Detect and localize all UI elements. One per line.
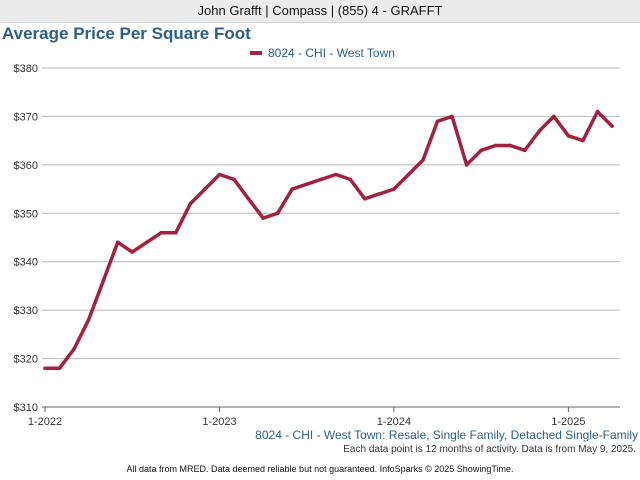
y-tick-label: $320 xyxy=(14,354,38,366)
y-tick-label: $370 xyxy=(14,111,38,123)
data-point xyxy=(86,318,91,322)
data-point xyxy=(348,177,353,182)
data-point xyxy=(304,182,309,187)
data-point xyxy=(464,163,469,167)
data-point xyxy=(566,134,571,138)
legend-label: 8024 - CHI - West Town xyxy=(268,46,395,60)
data-point xyxy=(435,119,440,124)
data-point xyxy=(392,187,396,191)
y-tick-label: $350 xyxy=(14,208,38,220)
y-tick-label: $330 xyxy=(14,305,38,317)
y-tick-label: $380 xyxy=(14,63,38,75)
data-point xyxy=(115,240,120,245)
data-point xyxy=(144,240,149,245)
legend-swatch xyxy=(250,51,262,55)
data-point xyxy=(552,114,556,119)
data-point xyxy=(57,366,62,371)
data-point xyxy=(188,201,193,206)
data-note: Each data point is 12 months of activity… xyxy=(343,444,636,455)
data-point xyxy=(232,177,236,182)
data-point xyxy=(479,148,483,153)
data-point xyxy=(421,158,425,162)
data-point xyxy=(290,187,294,191)
data-point xyxy=(450,114,454,119)
y-tick-label: $310 xyxy=(14,402,38,414)
data-point xyxy=(522,148,527,153)
data-point xyxy=(130,250,135,254)
data-point xyxy=(537,129,542,133)
data-point xyxy=(101,279,105,283)
x-tick-label: 1-2024 xyxy=(377,416,411,428)
data-point xyxy=(363,196,367,201)
footer-disclaimer: All data from MRED. Data deemed reliable… xyxy=(126,464,514,474)
data-point xyxy=(595,109,600,114)
data-point xyxy=(319,177,324,182)
data-point xyxy=(261,216,265,220)
x-tick-label: 1-2025 xyxy=(551,416,585,428)
y-tick-label: $340 xyxy=(14,257,38,269)
data-point xyxy=(406,172,411,177)
series-line xyxy=(43,109,614,371)
data-point xyxy=(581,138,585,143)
data-point xyxy=(508,143,513,148)
data-point xyxy=(217,172,222,177)
data-point xyxy=(43,366,47,371)
y-tick-label: $360 xyxy=(14,160,38,172)
data-point xyxy=(333,172,338,177)
data-point xyxy=(246,196,251,201)
legend: 8024 - CHI - West Town xyxy=(250,46,395,60)
x-tick-label: 1-2023 xyxy=(202,416,236,428)
data-point xyxy=(377,192,382,196)
data-point xyxy=(72,347,76,351)
data-point xyxy=(203,187,207,191)
data-point xyxy=(493,143,498,148)
x-tick-label: 1-2022 xyxy=(28,416,62,428)
chart-subtitle: 8024 - CHI - West Town: Resale, Single F… xyxy=(255,428,638,442)
data-point xyxy=(610,124,614,128)
data-point xyxy=(174,230,178,235)
data-point xyxy=(275,211,280,216)
data-point xyxy=(159,230,164,235)
chart-title: Average Price Per Square Foot xyxy=(2,24,251,43)
header-bar: John Grafft | Compass | (855) 4 - GRAFFT xyxy=(0,0,640,23)
